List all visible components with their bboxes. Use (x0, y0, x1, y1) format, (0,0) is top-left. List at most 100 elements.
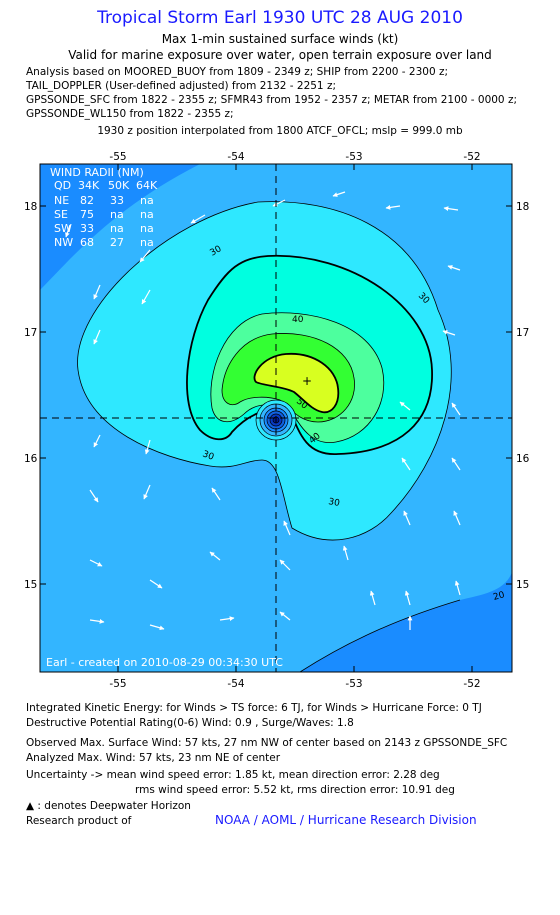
subtitle-exposure: Valid for marine exposure over water, op… (68, 48, 492, 62)
page-title: Tropical Storm Earl 1930 UTC 28 AUG 2010 (97, 8, 463, 28)
wind-vector-arrow (209, 551, 221, 561)
analysis-line-4: GPSSONDE_WL150 from 1822 - 2355 z; (26, 108, 234, 120)
wind-vector-arrow (139, 249, 151, 263)
map-frame (39, 163, 513, 673)
wind-vector-arrow (211, 487, 221, 501)
wind-vector-arrow (272, 199, 286, 207)
wind-vector-arrow (332, 191, 346, 197)
wind-radii-col-64k: 64K (136, 179, 158, 192)
lon-tick-label: -55 (109, 678, 126, 690)
wind-radii-header: WIND RADII (NM) (50, 166, 144, 179)
wind-radii-cell: na (140, 194, 154, 207)
wind-vector-arrow (454, 580, 461, 596)
wind-vector-arrow (279, 559, 291, 571)
wind-vector-arrow (283, 520, 291, 536)
wind-band-55 (289, 368, 332, 404)
wind-radii-cell: na (140, 236, 154, 249)
contour-label: 30 (327, 497, 340, 509)
wind-vectors (65, 191, 461, 631)
wind-vector-arrow (89, 489, 99, 503)
lat-tick-label: 18 (24, 201, 37, 213)
wind-vector-arrow (342, 545, 349, 561)
wind-radii-cell: na (140, 222, 154, 235)
wind-radii-col-34k: 34K (78, 179, 100, 192)
lat-tick-label: 18 (516, 201, 529, 213)
lon-tick-label: -54 (227, 151, 244, 163)
wind-radii-cell: na (110, 208, 124, 221)
wind-radii-col-qd: QD (54, 179, 71, 192)
wind-vector-arrow (369, 590, 376, 606)
wind-radii-cell: 68 (80, 236, 94, 249)
wind-vector-arrow (144, 439, 151, 455)
ike-text: Integrated Kinetic Energy: for Winds > T… (26, 702, 482, 714)
lat-tick-label: 15 (24, 579, 37, 591)
max-wind-marker: + (302, 374, 312, 388)
wind-vector-arrow (451, 457, 461, 471)
contour-label: 20 (492, 590, 506, 603)
wind-radii-cell: 75 (80, 208, 94, 221)
wind-vector-arrow (385, 205, 401, 210)
wind-radii-cell: na (110, 222, 124, 235)
dpr-text: Destructive Potential Rating(0-6) Wind: … (26, 717, 354, 729)
wind-vector-arrow (401, 457, 411, 471)
wind-vector-arrow (89, 559, 103, 567)
lon-tick-label: -55 (109, 151, 126, 163)
lon-tick-label: -52 (463, 678, 480, 690)
uncertainty-line-2: rms wind speed error: 5.52 kt, rms direc… (135, 784, 455, 796)
deepwater-note: ▲ : denotes Deepwater Horizon (26, 800, 191, 812)
wind-vector-arrow (219, 616, 235, 621)
lat-tick-label: 17 (24, 327, 37, 339)
wind-vector-arrow (93, 329, 101, 345)
wind-vector-arrow (149, 579, 163, 589)
wind-vector-arrow (93, 434, 101, 448)
analysis-line-2: TAIL_DOPPLER (User-defined adjusted) fro… (26, 80, 336, 92)
lon-tick-label: -53 (345, 678, 362, 690)
wind-vector-arrow (453, 510, 461, 526)
noaa-link[interactable]: NOAA / AOML / Hurricane Research Divisio… (215, 813, 477, 827)
lat-tick-label: 16 (516, 453, 530, 465)
wind-radii-table: WIND RADII (NM) QD 34K 50K 64K NE 82 33 … (50, 166, 158, 249)
analyzed-max-wind: Analyzed Max. Wind: 57 kts, 23 nm NE of … (26, 752, 281, 764)
wind-vector-arrow (149, 624, 165, 631)
analysis-line-1: Analysis based on MOORED_BUOY from 1809 … (26, 66, 449, 78)
analysis-line-3: GPSSONDE_SFC from 1822 - 2355 z; SFMR43 … (26, 94, 518, 106)
wind-radii-cell: SE (54, 208, 68, 221)
wind-vector-arrow (143, 484, 151, 500)
wind-radii-cell: 82 (80, 194, 94, 207)
wind-vector-arrow (279, 611, 291, 621)
wind-radii-cell: 27 (110, 236, 124, 249)
lat-tick-label: 16 (24, 453, 38, 465)
contour-label: 30 (201, 449, 215, 462)
wind-radii-cell: na (140, 208, 154, 221)
wind-vector-arrow (89, 619, 105, 624)
uncertainty-line-1: Uncertainty -> mean wind speed error: 1.… (26, 769, 440, 781)
deepwater-symbol-icon: ▲ (26, 800, 35, 812)
wind-radii-cell: 33 (110, 194, 124, 207)
wind-vector-arrow (65, 224, 71, 238)
wind-radii-cell: NE (54, 194, 69, 207)
wind-radii-cell: SW (54, 222, 72, 235)
observed-max-wind: Observed Max. Surface Wind: 57 kts, 27 n… (26, 737, 508, 749)
wind-vector-arrow (404, 590, 411, 606)
wind-vector-arrow (399, 401, 411, 411)
wind-field-map: + 30 30 40 50 40 30 30 20 WIND RADII (NM… (24, 151, 530, 690)
lon-tick-label: -54 (227, 678, 244, 690)
wind-vector-arrow (403, 510, 411, 526)
subtitle-units: Max 1-min sustained surface winds (kt) (161, 32, 399, 46)
wind-vector-arrow (443, 206, 459, 211)
wind-vector-arrow (93, 284, 101, 300)
wind-radii-cell: 33 (80, 222, 94, 235)
lat-tick-label: 15 (516, 579, 529, 591)
position-note: 1930 z position interpolated from 1800 A… (97, 125, 463, 137)
wind-radii-cell: NW (54, 236, 73, 249)
lon-tick-label: -52 (463, 151, 480, 163)
wind-radii-col-50k: 50K (108, 179, 130, 192)
map-credit: Earl - created on 2010-08-29 00:34:30 UT… (46, 656, 283, 669)
wind-vector-arrow (141, 289, 151, 305)
lat-tick-label: 17 (516, 327, 529, 339)
map-ticks (40, 164, 512, 672)
deepwater-label: : denotes Deepwater Horizon (34, 800, 191, 812)
research-label: Research product of (26, 815, 132, 827)
wind-vector-arrow (190, 214, 206, 224)
wind-vector-arrow (451, 402, 461, 416)
